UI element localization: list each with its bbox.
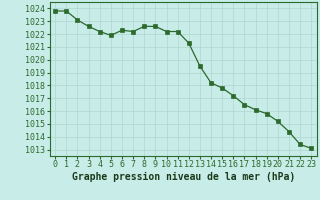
X-axis label: Graphe pression niveau de la mer (hPa): Graphe pression niveau de la mer (hPa) [72, 172, 295, 182]
